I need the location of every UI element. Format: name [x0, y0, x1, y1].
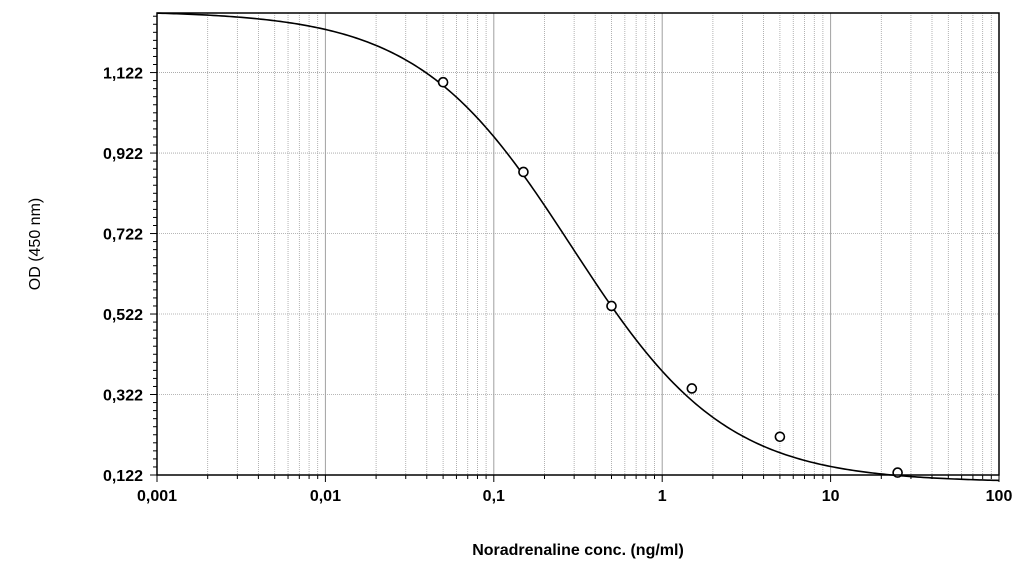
data-points — [437, 76, 903, 478]
y-tick-label: 0,322 — [103, 388, 143, 405]
axes — [156, 12, 1000, 476]
y-tick-label: 1,122 — [103, 66, 143, 83]
data-point — [774, 431, 786, 443]
tick-labels: 0,001 0,01 0,1 1 10 100 0,122 0,322 0,522 0,722 0,… — [103, 66, 1012, 505]
y-tick-label: 0,522 — [103, 307, 143, 324]
x-axis-title: Noradrenaline conc. (ng/ml) — [472, 542, 684, 559]
data-point — [518, 166, 529, 178]
axis-ticks — [150, 15, 1000, 482]
data-point — [686, 383, 698, 394]
fit-curve — [156, 12, 1000, 482]
y-tick-label: 0,722 — [103, 227, 143, 244]
data-point — [437, 76, 449, 88]
x-tick-label: 0,01 — [310, 488, 341, 505]
plot-frame — [156, 12, 1000, 476]
y-tick-label: 0,122 — [103, 468, 143, 485]
grid — [156, 13, 999, 476]
x-tick-label: 0,1 — [483, 488, 505, 505]
y-axis-title: OD (450 nm) — [27, 198, 44, 290]
x-tick-label: 10 — [822, 488, 840, 505]
x-tick-label: 1 — [658, 488, 667, 505]
y-tick-label: 0,922 — [103, 146, 143, 163]
x-tick-label: 0,001 — [137, 488, 177, 505]
data-point — [606, 300, 617, 312]
fit-curve-layer — [156, 12, 1000, 482]
x-tick-label: 100 — [986, 488, 1013, 505]
